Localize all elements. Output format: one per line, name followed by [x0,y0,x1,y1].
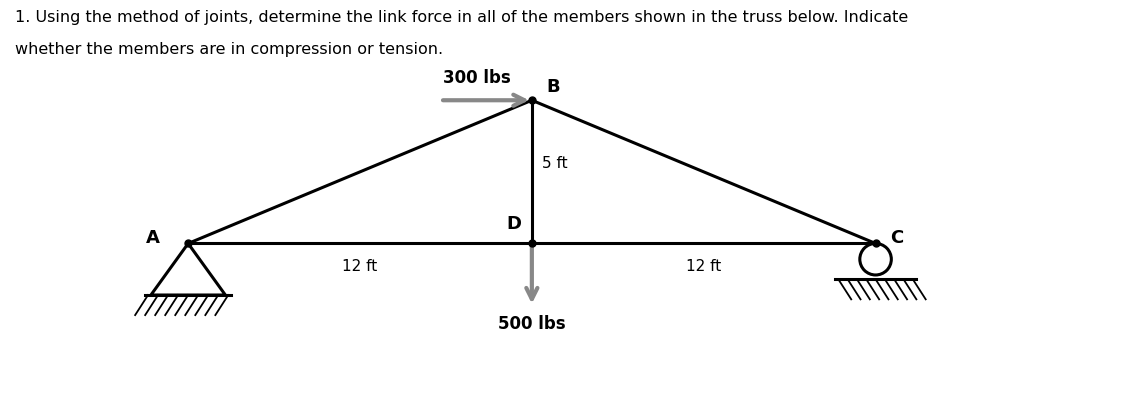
Text: 1. Using the method of joints, determine the link force in all of the members sh: 1. Using the method of joints, determine… [15,10,908,25]
Text: 300 lbs: 300 lbs [443,69,511,87]
Text: C: C [890,229,904,247]
Text: 12 ft: 12 ft [342,259,378,274]
Text: A: A [146,229,159,247]
Text: B: B [546,78,559,96]
Text: 500 lbs: 500 lbs [498,315,566,333]
Text: 12 ft: 12 ft [686,259,721,274]
Text: whether the members are in compression or tension.: whether the members are in compression o… [15,42,443,57]
Text: D: D [507,215,522,233]
Text: 5 ft: 5 ft [541,156,567,171]
